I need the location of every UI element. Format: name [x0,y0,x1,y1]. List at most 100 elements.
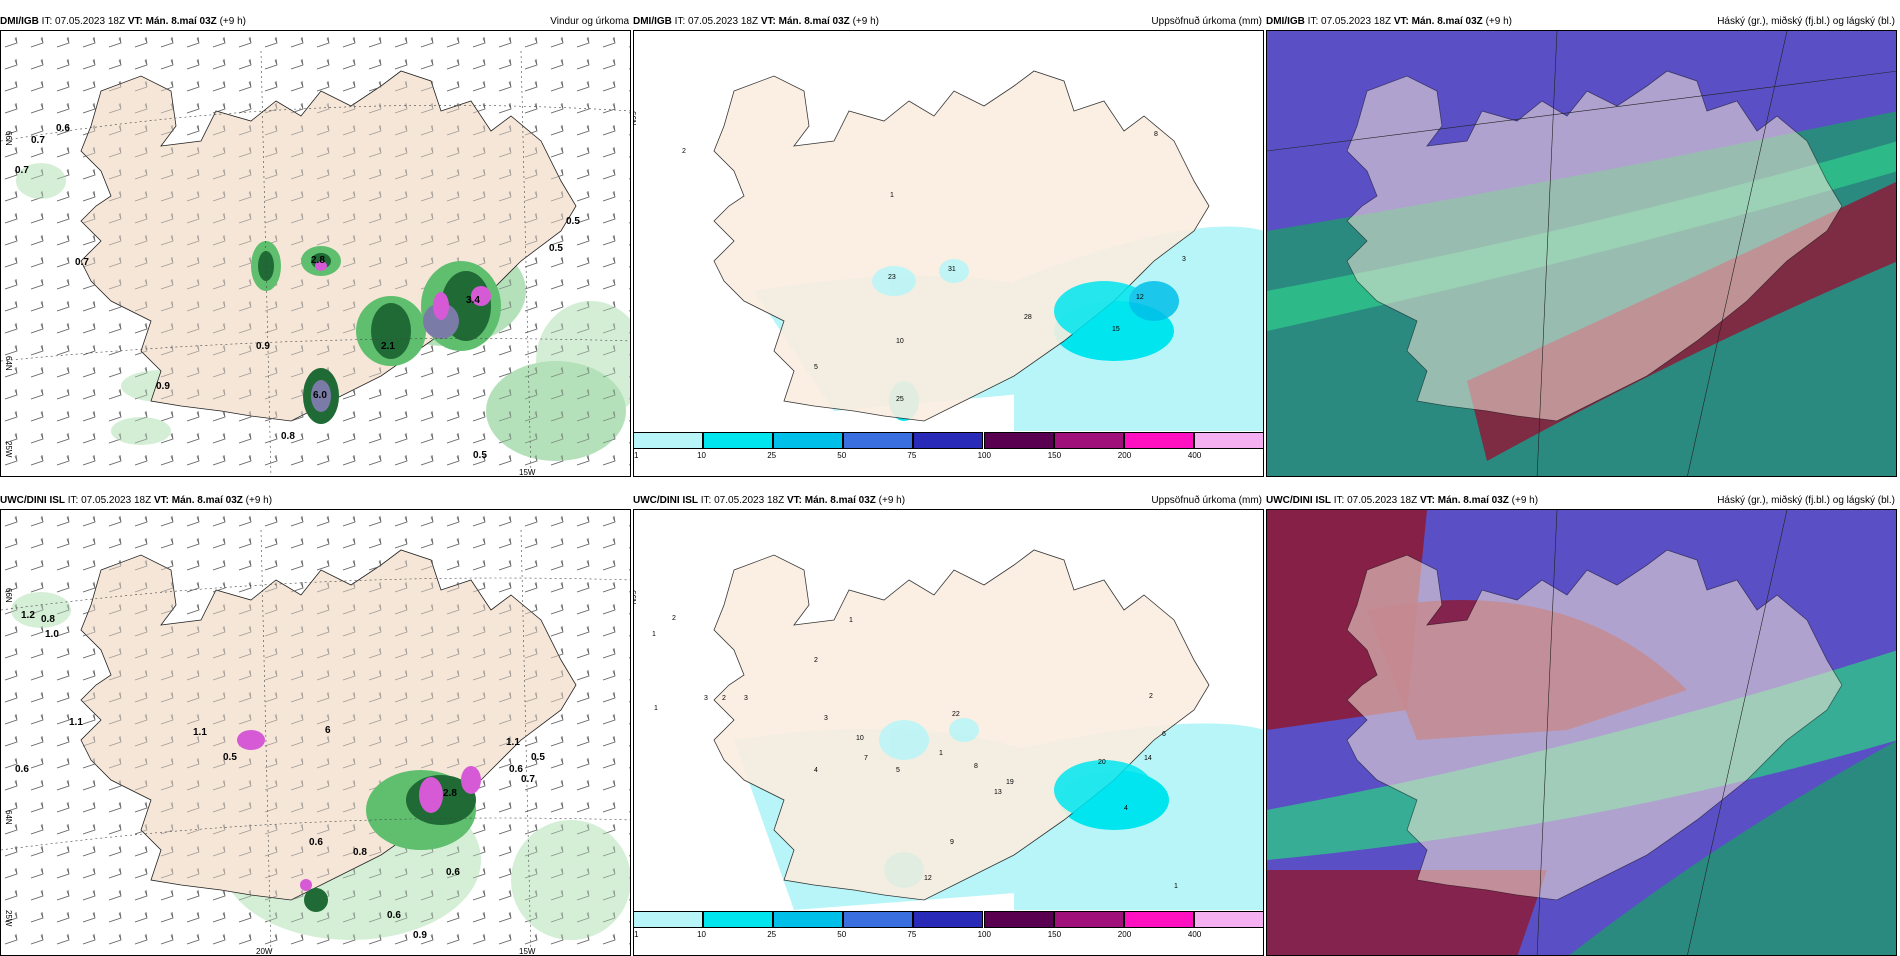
precip-label: 1 [849,617,853,624]
colorbar-segment [843,911,914,928]
precip-value-label: 0.9 [156,381,170,392]
colorbar-tick: 50 [837,930,847,939]
precip-value-label: 0.7 [31,135,45,146]
precip-label: 9 [950,839,954,846]
model-name: UWC/DINI ISL [633,495,698,506]
colorbar-tick: 75 [907,451,917,460]
precip-value-label: 0.8 [353,847,367,858]
precip-label: 4 [1124,805,1128,812]
colorbar-tick: 200 [1117,930,1132,939]
precip-label: 1 [652,631,656,638]
lead-time: (+9 h) [878,495,906,506]
panel-title: Háský (gr.), miðský (fj.bl.) og lágský (… [1717,16,1895,27]
colorbar-segment [1053,432,1124,449]
precip-label: 22 [952,711,960,718]
precip-label: 1 [890,192,894,199]
precip-value-label: 0.6 [56,123,70,134]
colorbar-tick: 400 [1187,451,1202,460]
precip-value-label: 0.6 [509,764,523,775]
lon-label: 20W [256,947,273,956]
valid-time: VT: Mán. 8.maí 03Z [153,495,243,506]
precip-labels: 2 1 8 3 10 5 23 31 25 28 15 12 [682,131,1186,403]
precip-label: 28 [1024,314,1032,321]
panel-header: UWC/DINI ISL IT: 07.05.2023 18Z VT: Mán.… [1266,493,1897,509]
colorbar-tick: 1 [634,930,639,939]
precip-value-label: 0.6 [309,837,323,848]
precip-value-label: 0.5 [566,216,580,227]
precip-label: 1 [1174,883,1178,890]
map-frame: 2 1 8 3 10 5 23 31 25 28 15 12 66N [633,30,1264,477]
precip-label: 7 [864,755,868,762]
lat-label: 66N [4,588,13,603]
init-time: IT: 07.05.2023 18Z [67,495,152,506]
precip-label: 14 [1144,755,1152,762]
cloud-map [1267,31,1896,476]
init-time: IT: 07.05.2023 18Z [700,495,785,506]
panel-header: DMI/IGB IT: 07.05.2023 18Z VT: Mán. 8.ma… [633,14,1264,30]
wind-labels: 1.2 0.8 1.0 1.1 1.1 0.5 0.6 6 0.6 1.1 0.… [15,610,545,941]
panel-title: Uppsöfnuð úrkoma (mm) [1151,495,1262,506]
precip-map: 2 1 8 3 10 5 23 31 25 28 15 12 66N [634,31,1263,476]
precip-label: 3 [1182,256,1186,263]
colorbar-segment [843,432,914,449]
init-time: IT: 07.05.2023 18Z [674,16,759,27]
precip-value-label: 0.8 [281,431,295,442]
precip-label: 3 [704,695,708,702]
init-time: IT: 07.05.2023 18Z [41,16,126,27]
precip-label: 2 [814,657,818,664]
precip-value-label: 0.5 [473,450,487,461]
precip-value-label: 0.6 [387,910,401,921]
colorbar-segment [913,911,984,928]
colorbar-tick: 10 [697,930,706,939]
colorbar-tick: 25 [767,930,777,939]
precip-label: 5 [814,364,818,371]
iceland-landmass [1346,70,1843,422]
precip-label: 1 [939,750,943,757]
precip-label: 15 [1112,326,1120,333]
precip-value-label: 0.7 [521,774,535,785]
lead-time: (+9 h) [1485,16,1512,27]
colorbar-segment [1123,911,1194,928]
precip-value-label: 1.1 [69,717,83,728]
precip-value-label: 0.9 [413,930,427,941]
precip-label: 31 [948,266,956,273]
lead-time: (+9 h) [219,16,246,27]
lon-label: 15W [519,468,536,477]
graticule [1,50,630,476]
precip-value-label: 2.8 [311,255,325,266]
colorbar-tick: 1 [634,451,639,460]
colorbar-segment [703,911,774,928]
precip-label: 2 [1149,693,1153,700]
precip-label: 10 [856,735,864,742]
precip-label: 1 [654,705,658,712]
precip-value-label: 1.2 [21,610,35,621]
precip-label: 8 [974,763,978,770]
colorbar-segment [983,911,1054,928]
colorbar-tick: 100 [977,451,991,460]
colorbar-segment [633,911,704,928]
precip-label: 2 [672,615,676,622]
precip-value-label: 0.6 [15,764,29,775]
precip-label: 19 [1006,779,1014,786]
precip-labels: 2 1 1 2 3 1 2 3 3 4 5 7 1 8 10 13 19 22 … [652,615,1178,890]
precip-label: 5 [896,767,900,774]
lat-label: 66N [634,590,637,605]
lat-label: 64N [4,356,13,371]
model-name: DMI/IGB [633,16,672,27]
panel-header: DMI/IGB IT: 07.05.2023 18Z VT: Mán. 8.ma… [0,14,631,30]
valid-time: VT: Mán. 8.maí 03Z [760,16,850,27]
lon-label: 25W [4,910,13,927]
precip-label: 6 [1162,731,1166,738]
panel-title: Vindur og úrkoma [550,16,629,27]
precip-label: 10 [896,338,904,345]
precip-value-label: 3.4 [466,295,480,306]
init-time: IT: 07.05.2023 18Z [1307,16,1392,27]
precip-value-label: 2.8 [443,788,457,799]
panel-header: DMI/IGB IT: 07.05.2023 18Z VT: Mán. 8.ma… [1266,14,1897,30]
valid-time: VT: Mán. 8.maí 03Z [127,16,217,27]
panel-header: UWC/DINI ISL IT: 07.05.2023 18Z VT: Mán.… [633,493,1264,509]
precip-value-label: 0.5 [223,752,237,763]
lat-label: 66N [634,111,637,126]
model-name: DMI/IGB [0,16,39,27]
precip-label: 2 [682,148,686,155]
